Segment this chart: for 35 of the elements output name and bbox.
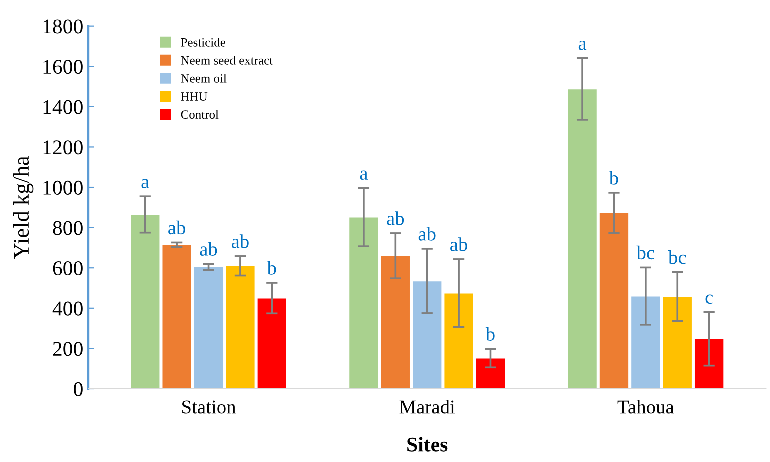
legend-label: Neem seed extract — [181, 56, 274, 65]
data-label: ab — [232, 234, 249, 248]
y-axis-title: Yield kg/ha — [13, 156, 34, 259]
y-tick-label: 1200 — [44, 140, 83, 155]
x-tick-label: Station — [182, 400, 236, 414]
legend-label: Neem oil — [181, 74, 227, 83]
y-tick-label: 1000 — [44, 180, 83, 195]
data-label: a — [360, 170, 368, 180]
legend-label: Pesticide — [181, 38, 226, 47]
data-label: bc — [668, 250, 686, 264]
data-label: ab — [450, 238, 468, 252]
data-label: ab — [168, 220, 186, 235]
x-tick-label: Maradi — [400, 400, 456, 414]
x-tick-label: Tahoua — [618, 400, 674, 414]
y-tick-label: 0 — [74, 382, 83, 396]
data-label: ab — [200, 242, 218, 256]
y-tick-label: 600 — [53, 261, 83, 276]
data-label: b — [486, 327, 495, 341]
data-label: b — [267, 261, 276, 275]
data-label: a — [578, 40, 587, 50]
legend-label: Control — [181, 110, 219, 119]
legend-label: HHU — [181, 92, 208, 101]
y-tick-label: 200 — [53, 342, 83, 356]
y-tick-label: 1600 — [44, 60, 83, 74]
y-tick-label: 1800 — [44, 20, 83, 34]
data-label: ab — [387, 212, 404, 226]
data-label: ab — [418, 227, 436, 241]
data-label: b — [609, 171, 618, 185]
data-label: c — [706, 294, 714, 304]
y-tick-label: 400 — [52, 302, 83, 316]
y-tick-label: 1400 — [44, 100, 83, 114]
y-tick-label: 800 — [53, 221, 83, 236]
data-label: bc — [636, 246, 655, 260]
data-label: a — [142, 179, 150, 188]
x-axis-title: Sites — [408, 437, 448, 452]
